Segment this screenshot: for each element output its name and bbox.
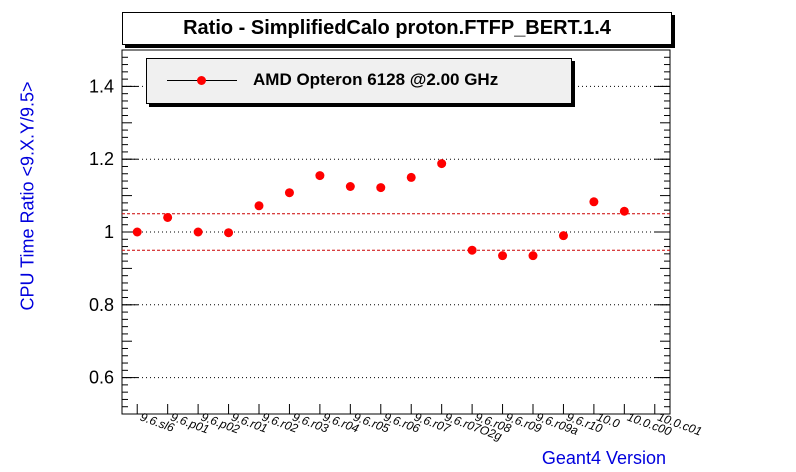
y-tick-label: 0.6 — [89, 368, 114, 388]
plot-frame — [121, 49, 671, 415]
y-tick-label: 1 — [104, 222, 114, 242]
data-point — [558, 231, 568, 241]
data-point — [498, 251, 508, 261]
data-point — [284, 188, 294, 198]
legend: AMD Opteron 6128 @2.00 GHz — [146, 58, 572, 104]
data-point — [528, 251, 538, 261]
y-axis-label: CPU Time Ratio <9.X.Y/9.5> — [17, 81, 38, 311]
data-point — [589, 197, 599, 207]
data-point — [224, 228, 234, 238]
data-point — [376, 183, 386, 193]
data-point — [467, 245, 477, 255]
data-point — [254, 201, 264, 211]
y-axis: 0.6 0.8 1 1.2 1.4 — [89, 49, 670, 415]
chart-title: Ratio - SimplifiedCalo proton.FTFP_BERT.… — [122, 12, 672, 45]
y-tick-label: 1.2 — [89, 149, 114, 169]
data-point — [132, 227, 142, 237]
reference-lines — [122, 213, 670, 251]
legend-marker — [197, 76, 206, 85]
data-point — [406, 172, 416, 182]
y-tick-label: 0.8 — [89, 295, 114, 315]
grid — [122, 85, 670, 379]
data-point — [163, 212, 173, 222]
data-point — [437, 159, 447, 169]
data-point — [619, 206, 629, 216]
data-point — [315, 171, 325, 181]
data-point — [345, 182, 355, 191]
data-point — [193, 227, 203, 237]
y-tick-label: 1.4 — [89, 76, 114, 96]
data-points — [132, 159, 629, 261]
x-axis-label: Geant4 Version — [541, 448, 666, 468]
legend-label: AMD Opteron 6128 @2.00 GHz — [253, 70, 499, 89]
